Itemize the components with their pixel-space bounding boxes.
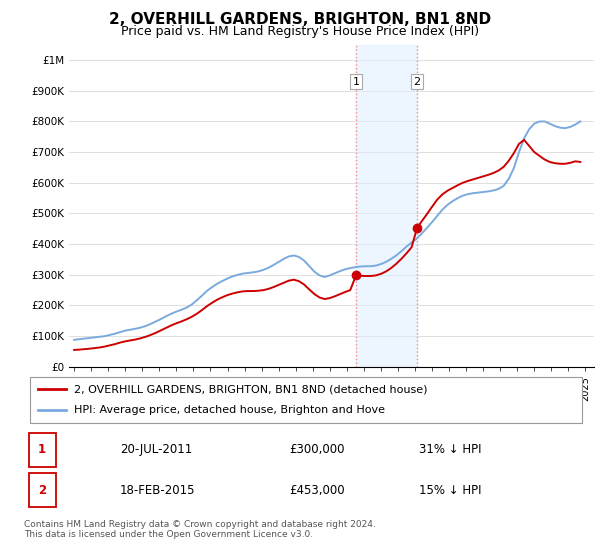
Text: Price paid vs. HM Land Registry's House Price Index (HPI): Price paid vs. HM Land Registry's House …: [121, 25, 479, 38]
FancyBboxPatch shape: [29, 433, 56, 467]
Text: 15% ↓ HPI: 15% ↓ HPI: [419, 484, 481, 497]
Bar: [356, 45, 417, 367]
Text: 18-FEB-2015: 18-FEB-2015: [120, 484, 196, 497]
FancyBboxPatch shape: [29, 473, 56, 507]
Text: £453,000: £453,000: [289, 484, 345, 497]
Text: £300,000: £300,000: [289, 444, 344, 456]
FancyBboxPatch shape: [30, 377, 582, 423]
Text: 1: 1: [38, 444, 46, 456]
Text: 20-JUL-2011: 20-JUL-2011: [120, 444, 192, 456]
Text: HPI: Average price, detached house, Brighton and Hove: HPI: Average price, detached house, Brig…: [74, 405, 385, 416]
Text: Contains HM Land Registry data © Crown copyright and database right 2024.
This d: Contains HM Land Registry data © Crown c…: [24, 520, 376, 539]
Text: 2, OVERHILL GARDENS, BRIGHTON, BN1 8ND: 2, OVERHILL GARDENS, BRIGHTON, BN1 8ND: [109, 12, 491, 27]
Text: 2: 2: [413, 77, 421, 87]
Text: 31% ↓ HPI: 31% ↓ HPI: [419, 444, 481, 456]
Text: 2, OVERHILL GARDENS, BRIGHTON, BN1 8ND (detached house): 2, OVERHILL GARDENS, BRIGHTON, BN1 8ND (…: [74, 384, 428, 394]
Text: 1: 1: [353, 77, 360, 87]
Text: 2: 2: [38, 484, 46, 497]
